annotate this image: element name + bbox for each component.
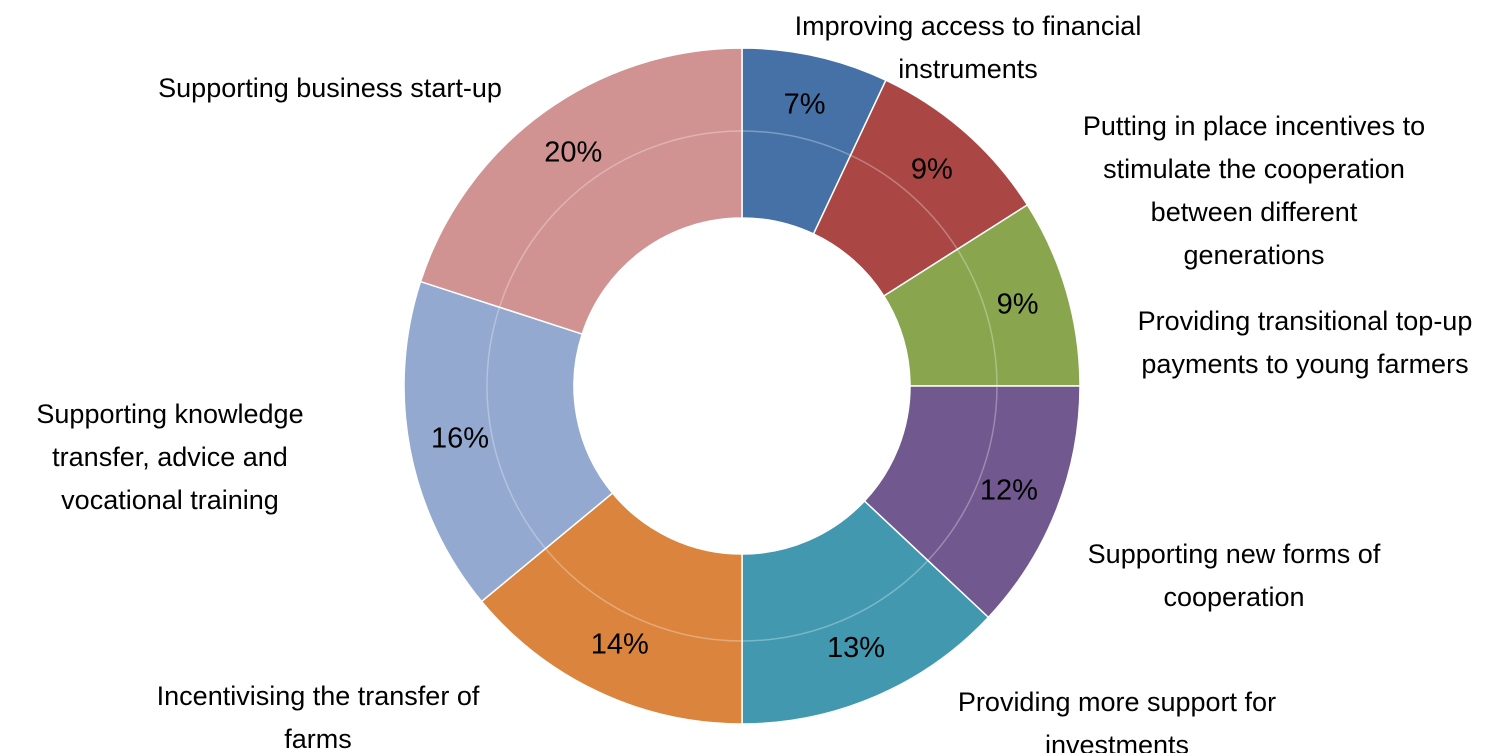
category-label: Providing more support for investments xyxy=(957,687,1277,753)
value-label: 9% xyxy=(997,289,1039,321)
slice xyxy=(480,492,743,725)
category-label: Providing transitional top-up payments t… xyxy=(1137,306,1473,379)
category-label: Supporting knowledge transfer, advice an… xyxy=(36,399,304,515)
value-label: 9% xyxy=(911,153,953,185)
slice xyxy=(741,499,990,725)
ring-line xyxy=(486,130,998,642)
slice xyxy=(863,385,1081,619)
category-label: Supporting new forms of cooperation xyxy=(1087,539,1381,612)
value-label: 20% xyxy=(544,136,602,168)
category-label: Putting in place incentives to stimulate… xyxy=(1082,111,1426,270)
value-label: 13% xyxy=(827,632,885,664)
value-label: 14% xyxy=(591,628,649,660)
value-label: 12% xyxy=(980,474,1038,506)
slice xyxy=(419,47,743,336)
category-label: Incentivising the transfer of farms xyxy=(156,681,480,753)
value-label: 16% xyxy=(431,422,489,454)
slice xyxy=(403,280,614,603)
category-label: Supporting business start-up xyxy=(158,73,502,103)
category-label: Improving access to financial instrument… xyxy=(794,11,1142,84)
value-label: 7% xyxy=(784,89,826,121)
